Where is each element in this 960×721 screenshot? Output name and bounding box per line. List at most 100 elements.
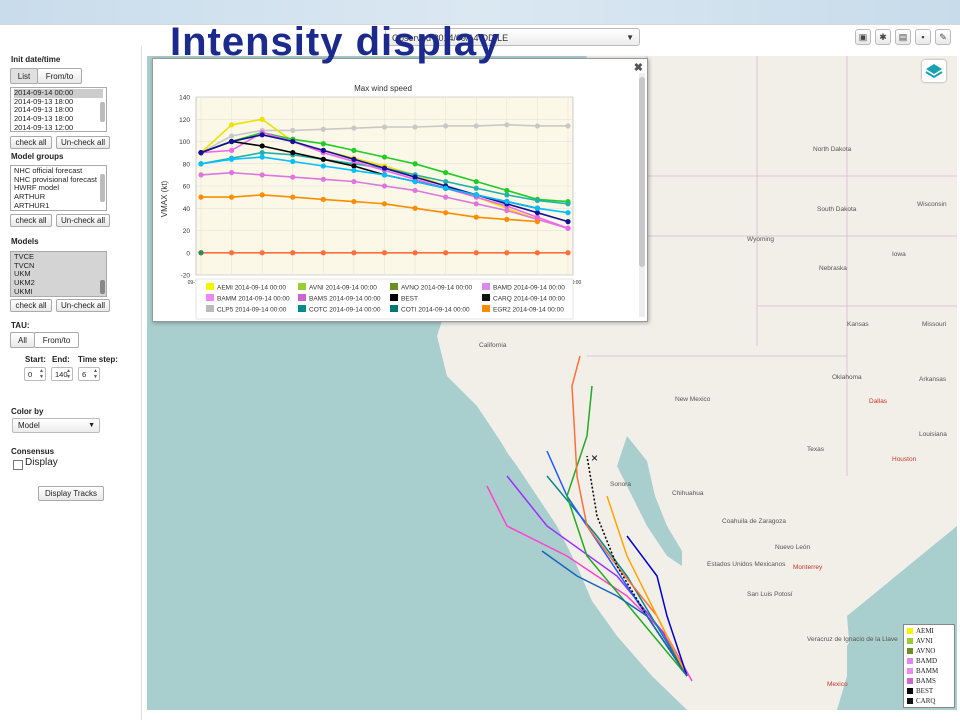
scrollbar[interactable]	[100, 102, 105, 122]
map-city-label: Monterrey	[793, 564, 823, 571]
legend-item: BAMM	[907, 667, 938, 676]
uncheck-all-button[interactable]: Un-check all	[56, 299, 110, 312]
gear-icon[interactable]: ✱	[875, 29, 891, 45]
map-label: Nuevo León	[775, 544, 811, 551]
data-point	[504, 187, 510, 194]
legend-item: BEST	[907, 687, 933, 696]
data-point	[565, 219, 571, 225]
layers-icon[interactable]	[922, 60, 946, 82]
scrollbar[interactable]	[100, 174, 105, 202]
storm-select[interactable]: Observed 2014/09/14 ODILE ▼	[385, 28, 640, 46]
list-item[interactable]: ARTHUR1	[14, 200, 50, 210]
check-all-button[interactable]: check all	[10, 136, 52, 149]
list-item[interactable]: 2014-09-14 00:00	[14, 88, 103, 98]
list-item[interactable]: ARTHUR	[14, 192, 46, 202]
init-date-list[interactable]: 2014-09-14 00:00 2014-09-13 18:00 2014-0…	[10, 87, 107, 132]
series-line	[201, 194, 538, 223]
close-icon[interactable]: ✖	[633, 62, 643, 74]
data-point	[198, 150, 204, 156]
legend-swatch	[907, 688, 913, 695]
model-groups-label: Model groups	[11, 152, 64, 161]
color-by-value: Model	[18, 421, 40, 430]
uncheck-all-button[interactable]: Un-check all	[56, 136, 110, 149]
list-item[interactable]: 2014-09-13 18:00	[14, 96, 74, 106]
list-item[interactable]: UKM	[14, 269, 31, 279]
list-item[interactable]: NHC provisional forecast	[14, 174, 97, 184]
legend-label: BEST	[916, 687, 934, 695]
check-all-button[interactable]: check all	[10, 299, 52, 312]
start-stepper[interactable]: 0 ▲ ▼	[24, 367, 46, 381]
stepper-arrows-icon[interactable]: ▲ ▼	[39, 368, 44, 380]
chart-series	[198, 116, 571, 256]
legend-label: AEMI	[916, 627, 934, 635]
stepper-arrows-icon[interactable]: ▲ ▼	[93, 368, 98, 380]
list-item[interactable]: 2014-09-13 18:00	[14, 114, 74, 124]
list-item[interactable]: 2014-09-13 12:00	[14, 122, 74, 132]
legend-label: COTI 2014-09-14 00:00	[401, 307, 470, 314]
data-point	[259, 192, 265, 198]
data-point	[443, 185, 449, 191]
display-tracks-button[interactable]: Display Tracks	[38, 486, 104, 501]
slide-header-band	[0, 0, 960, 24]
legend-swatch	[298, 305, 306, 312]
y-tick-label: 40	[183, 206, 191, 213]
image-icon[interactable]: ▣	[855, 29, 871, 45]
list-item[interactable]: TVCE	[14, 252, 35, 261]
end-value: 140	[55, 370, 68, 379]
data-point	[443, 123, 449, 129]
list-item[interactable]: NHC official forecast	[14, 166, 83, 175]
map-label: Estados Unidos Mexicanos	[707, 561, 786, 568]
data-point	[228, 156, 235, 162]
map-label: San Luis Potosí	[747, 591, 793, 598]
data-point	[534, 197, 541, 204]
tab-list[interactable]: List	[10, 68, 38, 84]
map-label: Oklahoma	[832, 374, 862, 381]
list-item[interactable]: 2014-09-13 18:00	[14, 105, 74, 115]
time-step-stepper[interactable]: 6 ▲ ▼	[78, 367, 100, 381]
data-point	[412, 161, 418, 167]
list-item[interactable]: TVCN	[14, 260, 35, 270]
check-all-button[interactable]: check all	[10, 214, 52, 227]
models-list[interactable]: TVCE TVCN UKM UKM2 UKMI	[10, 251, 107, 297]
wrench-icon[interactable]: ✎	[935, 29, 951, 45]
uncheck-all-button[interactable]: Un-check all	[56, 214, 110, 227]
scrollbar[interactable]	[100, 280, 105, 294]
display-checkbox[interactable]	[13, 460, 23, 470]
data-point	[565, 225, 571, 231]
legend-frame	[195, 278, 574, 320]
data-point	[473, 185, 479, 191]
data-point	[565, 201, 571, 207]
chart-y-axis-label: VMAX (kt)	[160, 180, 169, 217]
start-value: 0	[28, 370, 33, 379]
end-stepper[interactable]: 140 ▲ ▼	[51, 367, 73, 381]
map-label: Kansas	[847, 321, 869, 328]
popup-scrollbar[interactable]	[639, 73, 645, 317]
save-icon[interactable]: ▤	[895, 29, 911, 45]
data-point	[351, 163, 357, 169]
data-point	[320, 250, 326, 256]
data-point	[290, 174, 296, 180]
color-by-select[interactable]: Model ▼	[12, 418, 100, 433]
tab-from-to[interactable]: From/to	[37, 68, 82, 84]
data-point	[198, 194, 204, 200]
data-point	[534, 219, 541, 225]
y-tick-label: -20	[181, 273, 191, 280]
map-label: Missouri	[922, 321, 947, 328]
scrollbar-thumb[interactable]	[639, 77, 645, 267]
start-label: Start:	[25, 355, 46, 364]
data-point	[259, 250, 265, 256]
map-label: Wyoming	[747, 236, 775, 243]
tab-tau-from-to[interactable]: From/to	[34, 332, 79, 348]
tab-tau-all[interactable]: All	[10, 332, 35, 348]
legend-label: CLP5 2014-09-14 00:00	[217, 307, 287, 314]
list-item[interactable]: UKMI	[14, 286, 33, 296]
list-item[interactable]: HWRF model	[14, 183, 60, 193]
step-value: 6	[82, 370, 87, 379]
data-point	[412, 124, 418, 130]
data-point	[259, 116, 265, 122]
data-point	[351, 125, 357, 131]
list-item[interactable]: UKM2	[14, 278, 35, 288]
model-groups-list[interactable]: NHC official forecast NHC provisional fo…	[10, 165, 107, 211]
stepper-arrows-icon[interactable]: ▲ ▼	[66, 368, 71, 380]
lock-icon[interactable]: ▪	[915, 29, 931, 45]
